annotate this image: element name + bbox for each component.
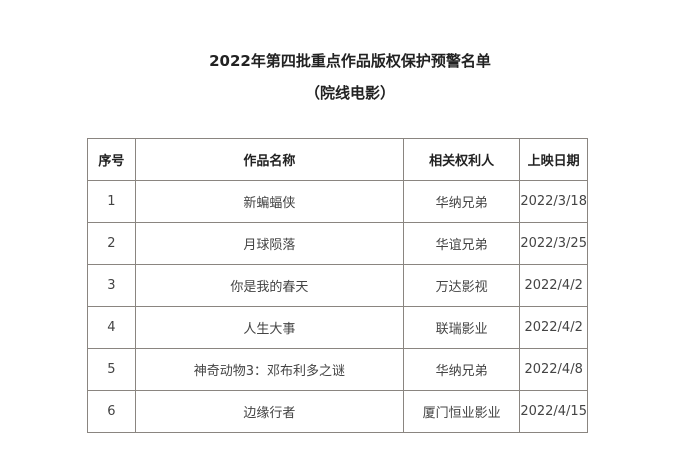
table-row: 6 边缘行者 厦门恒业影业 2022/4/15: [87, 390, 588, 433]
table-row: 1 新蝙蝠侠 华纳兄弟 2022/3/18: [87, 180, 588, 223]
row-rights-holder: 华谊兄弟: [403, 222, 521, 265]
row-index: 5: [87, 348, 136, 391]
row-title: 人生大事: [134, 306, 405, 349]
row-title: 边缘行者: [134, 390, 405, 433]
table-row: 2 月球陨落 华谊兄弟 2022/3/25: [87, 222, 588, 265]
row-title: 你是我的春天: [134, 264, 405, 307]
page-subtitle: （院线电影）: [304, 84, 395, 102]
row-release-date: 2022/4/2: [519, 264, 588, 307]
warning-list-table: 序号 作品名称 相关权利人 上映日期 1 新蝙蝠侠 华纳兄弟 2022/3/18 2 月球…: [87, 138, 588, 433]
row-index: 6: [87, 390, 136, 433]
table-row: 4 人生大事 联瑞影业 2022/4/2: [87, 306, 588, 349]
row-title: 月球陨落: [134, 222, 405, 265]
row-rights-holder: 厦门恒业影业: [403, 390, 521, 433]
header-title: 作品名称: [134, 138, 405, 181]
header-release-date: 上映日期: [519, 138, 588, 181]
row-index: 4: [87, 306, 136, 349]
row-release-date: 2022/3/25: [519, 222, 588, 265]
row-title: 神奇动物3：邓布利多之谜: [134, 348, 405, 391]
header-index: 序号: [87, 138, 136, 181]
table-header: 序号 作品名称 相关权利人 上映日期: [87, 138, 588, 181]
row-release-date: 2022/4/8: [519, 348, 588, 391]
row-index: 1: [87, 180, 136, 223]
header-rights-holder: 相关权利人: [403, 138, 521, 181]
row-release-date: 2022/4/2: [519, 306, 588, 349]
row-index: 3: [87, 264, 136, 307]
row-rights-holder: 万达影视: [403, 264, 521, 307]
row-title: 新蝙蝠侠: [134, 180, 405, 223]
row-release-date: 2022/3/18: [519, 180, 588, 223]
row-index: 2: [87, 222, 136, 265]
page-title: 2022年第四批重点作品版权保护预警名单: [209, 52, 491, 70]
table-row: 3 你是我的春天 万达影视 2022/4/2: [87, 264, 588, 307]
row-rights-holder: 华纳兄弟: [403, 180, 521, 223]
row-release-date: 2022/4/15: [519, 390, 588, 433]
table-row: 5 神奇动物3：邓布利多之谜 华纳兄弟 2022/4/8: [87, 348, 588, 391]
row-rights-holder: 华纳兄弟: [403, 348, 521, 391]
row-rights-holder: 联瑞影业: [403, 306, 521, 349]
